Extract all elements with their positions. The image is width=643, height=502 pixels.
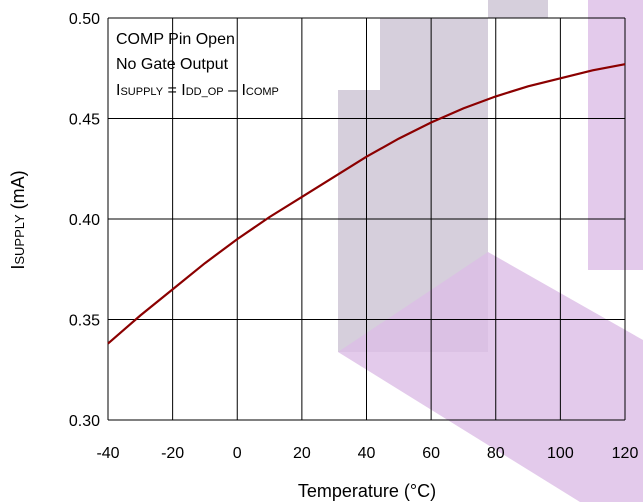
y-axis-label: ISUPPLY (mA): [8, 170, 28, 269]
y-tick-label: 0.30: [69, 413, 100, 430]
y-tick-label: 0.45: [69, 112, 100, 129]
x-tick-label: -20: [161, 445, 184, 462]
x-tick-label: 60: [422, 445, 440, 462]
y-tick-label: 0.40: [69, 212, 100, 229]
eq-sub3: COMP: [246, 86, 279, 98]
y-axis-label-sub: SUPPLY: [12, 214, 27, 265]
series-line: [107, 63, 626, 345]
x-tick-label: 100: [547, 445, 574, 462]
y-tick-label: 0.35: [69, 313, 100, 330]
x-tick-label: 40: [358, 445, 376, 462]
y-axis-label-unit: (mA): [8, 170, 28, 214]
eq-i2: I: [181, 82, 185, 99]
eq-equals: =: [163, 82, 181, 99]
annotation-equation: ISUPPLY = IDD_OP – ICOMP: [116, 82, 279, 99]
annotation: COMP Pin Open No Gate Output ISUPPLY = I…: [116, 31, 279, 99]
y-axis-label-main: I: [8, 265, 28, 270]
eq-sub2: DD_OP: [186, 86, 224, 98]
x-tick-label: -40: [96, 445, 119, 462]
eq-sub1: SUPPLY: [120, 86, 163, 98]
watermark: [338, 0, 643, 502]
eq-i1: I: [116, 82, 120, 99]
y-tick-labels: 0.30 0.35 0.40 0.45 0.50: [69, 11, 100, 430]
x-tick-label: 0: [233, 445, 242, 462]
y-tick-label: 0.50: [69, 11, 100, 28]
x-tick-label: 120: [612, 445, 639, 462]
watermark-purple-shape: [338, 252, 643, 502]
annotation-line-1: COMP Pin Open: [116, 31, 235, 48]
x-tick-label: 20: [293, 445, 311, 462]
watermark-gray-shape: [338, 0, 548, 352]
eq-minus: –: [224, 82, 242, 99]
eq-i3: I: [241, 82, 245, 99]
x-axis-label: Temperature (°C): [298, 481, 436, 501]
x-tick-labels: -40 -20 0 20 40 60 80 100 120: [96, 445, 638, 462]
grid: [107, 17, 626, 421]
annotation-line-2: No Gate Output: [116, 56, 229, 73]
watermark-purple-upper: [588, 0, 643, 270]
x-tick-label: 80: [487, 445, 505, 462]
